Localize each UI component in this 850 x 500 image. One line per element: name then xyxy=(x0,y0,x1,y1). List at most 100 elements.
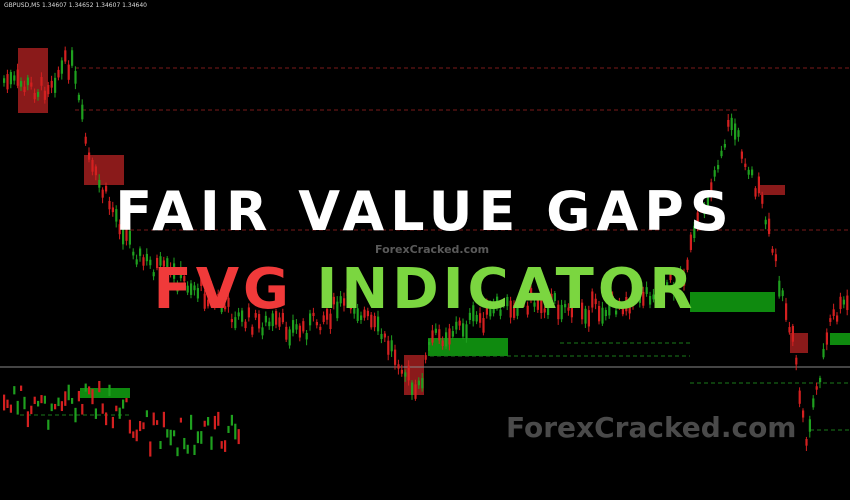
candle-body xyxy=(193,444,196,455)
candle-body xyxy=(9,72,12,85)
candle-body xyxy=(346,288,349,296)
candle-body xyxy=(196,431,199,444)
candle-body xyxy=(802,410,805,418)
candle-body xyxy=(33,92,36,100)
candle-body xyxy=(574,295,577,301)
candle-body xyxy=(220,302,223,313)
candle-body xyxy=(264,315,267,323)
candle-body xyxy=(60,60,63,74)
candle-body xyxy=(570,300,573,318)
candle-body xyxy=(152,272,155,277)
candle-body xyxy=(842,299,845,305)
candle-body xyxy=(23,396,26,410)
fvg-zone xyxy=(84,155,124,185)
candle-body xyxy=(139,421,142,432)
candle-body xyxy=(547,306,550,315)
candle-body xyxy=(530,288,533,301)
candle-body xyxy=(363,309,366,318)
candle-body xyxy=(332,296,335,305)
candle-body xyxy=(13,386,16,395)
candle-body xyxy=(261,327,264,336)
candle-body xyxy=(47,84,50,95)
candle-body xyxy=(207,417,210,426)
candle-body xyxy=(815,386,818,390)
candle-body xyxy=(186,285,189,293)
candle-body xyxy=(485,300,488,315)
candle-body xyxy=(601,307,604,324)
candle-body xyxy=(213,415,216,430)
candle-body xyxy=(149,259,152,266)
candle-body xyxy=(275,311,278,325)
candle-body xyxy=(251,326,254,335)
candle-body xyxy=(128,419,131,434)
candle-body xyxy=(26,77,29,86)
candle-body xyxy=(190,414,193,430)
candle-body xyxy=(397,364,400,369)
candle-body xyxy=(536,298,539,310)
candle-body xyxy=(190,283,193,295)
candle-body xyxy=(360,315,363,321)
candle-body xyxy=(387,340,390,355)
candle-body xyxy=(781,290,784,297)
candle-body xyxy=(686,259,689,270)
candle-body xyxy=(679,272,682,279)
candle-body xyxy=(217,411,220,426)
candle-body xyxy=(101,189,104,198)
candle-body xyxy=(6,74,9,90)
candle-body xyxy=(550,293,553,303)
candle-body xyxy=(649,295,652,305)
candle-body xyxy=(812,398,815,408)
candle-body xyxy=(210,286,213,304)
candle-body xyxy=(377,316,380,332)
candle-body xyxy=(608,299,611,316)
candle-body xyxy=(183,276,186,282)
candle-body xyxy=(227,425,230,433)
candle-body xyxy=(224,440,227,452)
candle-body xyxy=(149,441,152,457)
candle-body xyxy=(105,185,108,192)
candle-body xyxy=(169,429,172,446)
candle-body xyxy=(200,431,203,444)
candle-body xyxy=(302,321,305,332)
candle-body xyxy=(472,305,475,322)
candle-body xyxy=(696,212,699,227)
candle-body xyxy=(424,355,427,360)
candle-body xyxy=(13,75,16,81)
candle-body xyxy=(122,227,125,245)
candle-body xyxy=(564,304,567,308)
candle-body xyxy=(234,423,237,440)
candle-body xyxy=(213,296,216,306)
candle-body xyxy=(3,78,6,83)
candle-body xyxy=(462,323,465,337)
candle-body xyxy=(40,77,43,86)
candle-body xyxy=(132,431,135,438)
candle-body xyxy=(751,169,754,176)
title-fvg: FVG xyxy=(153,257,293,322)
candle-body xyxy=(71,397,74,404)
candle-body xyxy=(475,314,478,322)
candle-body xyxy=(771,248,774,253)
candle-body xyxy=(798,390,801,404)
candle-body xyxy=(730,117,733,131)
candle-body xyxy=(74,70,77,84)
candle-body xyxy=(207,299,210,307)
candle-body xyxy=(292,320,295,333)
candle-body xyxy=(717,165,720,170)
candle-body xyxy=(795,357,798,365)
candle-body xyxy=(394,349,397,365)
candle-body xyxy=(74,407,77,423)
candle-body xyxy=(706,193,709,206)
candle-body xyxy=(64,391,67,406)
candle-body xyxy=(587,310,590,327)
candle-body xyxy=(220,441,223,449)
candle-body xyxy=(125,398,128,403)
candle-body xyxy=(611,295,614,299)
candle-body xyxy=(557,304,560,320)
candle-body xyxy=(145,253,148,262)
candle-body xyxy=(322,315,325,322)
candle-body xyxy=(343,298,346,306)
candle-body xyxy=(441,340,444,347)
candle-body xyxy=(54,77,57,93)
candle-body xyxy=(727,119,730,127)
